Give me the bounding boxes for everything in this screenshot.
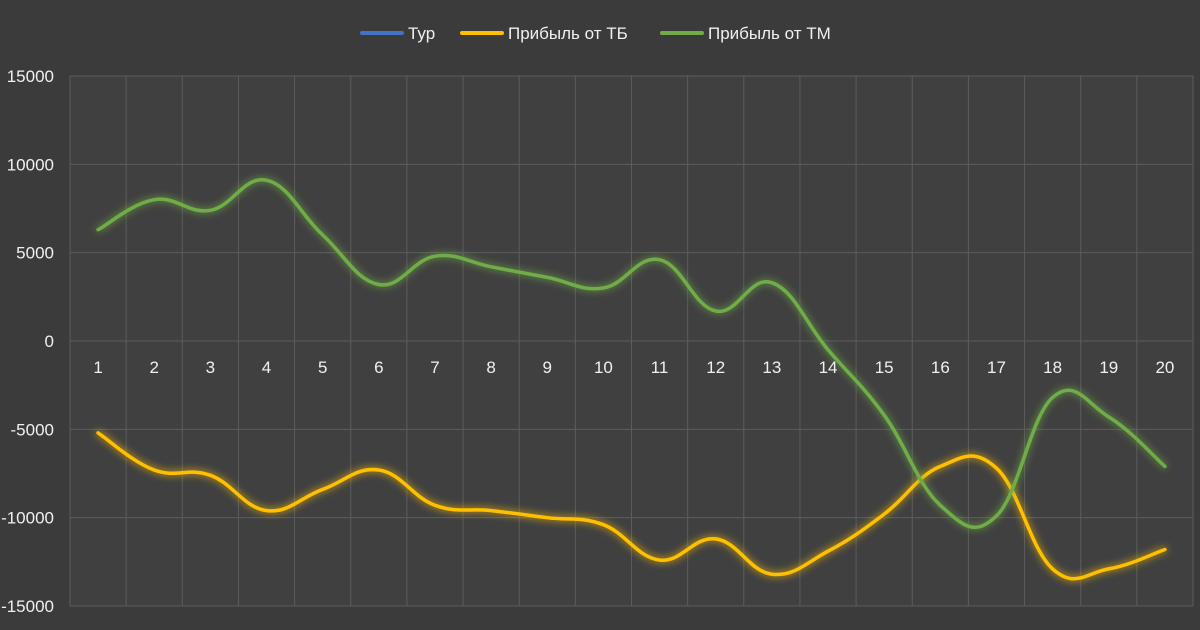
legend-label: Тур [408, 24, 435, 43]
x-tick-label: 7 [430, 358, 439, 377]
data-point [883, 414, 885, 416]
data-point [939, 504, 941, 506]
data-point [602, 287, 604, 289]
data-point [209, 474, 211, 476]
data-point [321, 488, 323, 490]
data-point [1164, 465, 1166, 467]
data-point [883, 513, 885, 515]
x-tick-label: 16 [931, 358, 950, 377]
data-point [490, 509, 492, 511]
x-tick-label: 15 [875, 358, 894, 377]
x-tick-label: 20 [1155, 358, 1174, 377]
legend-label: Прибыль от ТМ [708, 24, 831, 43]
x-tick-label: 18 [1043, 358, 1062, 377]
data-point [939, 340, 941, 342]
data-point [658, 340, 660, 342]
data-point [153, 198, 155, 200]
x-tick-label: 11 [651, 358, 669, 377]
data-point [546, 276, 548, 278]
data-point [265, 179, 267, 181]
x-tick-label: 1 [93, 358, 102, 377]
data-point [321, 340, 323, 342]
legend-label: Прибыль от ТБ [508, 24, 628, 43]
data-point [995, 515, 997, 517]
x-tick-label: 5 [318, 358, 327, 377]
y-tick-label: 15000 [7, 67, 54, 86]
data-point [490, 340, 492, 342]
y-tick-label: 10000 [7, 155, 54, 174]
data-point [546, 340, 548, 342]
data-point [378, 340, 380, 342]
series-line-3 [96, 178, 1167, 529]
data-point [1051, 568, 1053, 570]
data-point [995, 467, 997, 469]
x-tick-label: 14 [819, 358, 838, 377]
data-point [715, 340, 717, 342]
series-lines [96, 178, 1167, 581]
data-point [827, 550, 829, 552]
data-point [1108, 416, 1110, 418]
data-point [1108, 340, 1110, 342]
data-point [434, 255, 436, 257]
legend: Тур Прибыль от ТБ Прибыль от ТМ [360, 24, 831, 43]
x-tick-label: 8 [486, 358, 495, 377]
data-point [602, 524, 604, 526]
data-point [97, 432, 99, 434]
y-axis: 15000 10000 5000 0 -5000 -10000 -15000 [1, 67, 54, 616]
data-point [995, 340, 997, 342]
x-tick-label: 2 [149, 358, 158, 377]
x-tick-label: 19 [1099, 358, 1118, 377]
data-point [883, 340, 885, 342]
series-line-2 [96, 431, 1167, 581]
x-tick-label: 10 [594, 358, 613, 377]
x-tick-label: 6 [374, 358, 383, 377]
data-point [321, 234, 323, 236]
x-tick-label: 3 [206, 358, 215, 377]
x-tick-label: 13 [762, 358, 781, 377]
data-point [546, 516, 548, 518]
y-tick-label: 0 [45, 332, 54, 351]
data-point [97, 229, 99, 231]
y-tick-label: -5000 [11, 420, 54, 439]
data-point [209, 209, 211, 211]
data-point [153, 340, 155, 342]
x-axis: 1 2 3 4 5 6 7 8 9 10 11 12 13 14 15 16 17 18 19 20 [93, 358, 1174, 377]
data-point [939, 465, 941, 467]
x-tick-label: 4 [262, 358, 271, 377]
data-point [658, 559, 660, 561]
data-point [490, 266, 492, 268]
data-point [602, 340, 604, 342]
data-point [827, 349, 829, 351]
data-point [827, 340, 829, 342]
data-point [771, 573, 773, 575]
data-point [434, 504, 436, 506]
data-point [153, 469, 155, 471]
x-tick-label: 12 [706, 358, 725, 377]
data-point [378, 283, 380, 285]
data-point [771, 340, 773, 342]
data-point [658, 259, 660, 261]
y-tick-label: 5000 [16, 244, 54, 263]
x-tick-label: 9 [543, 358, 552, 377]
data-point [715, 538, 717, 540]
y-tick-label: -10000 [1, 509, 54, 528]
data-point [771, 282, 773, 284]
data-point [1164, 548, 1166, 550]
data-point [378, 469, 380, 471]
data-point [265, 509, 267, 511]
data-point [1051, 396, 1053, 398]
data-point [1051, 340, 1053, 342]
data-point [1164, 340, 1166, 342]
x-tick-label: 17 [987, 358, 1006, 377]
data-point [1108, 568, 1110, 570]
data-point [434, 340, 436, 342]
y-tick-label: -15000 [1, 597, 54, 616]
data-point [97, 340, 99, 342]
data-point [209, 340, 211, 342]
data-point [715, 310, 717, 312]
data-point [265, 340, 267, 342]
